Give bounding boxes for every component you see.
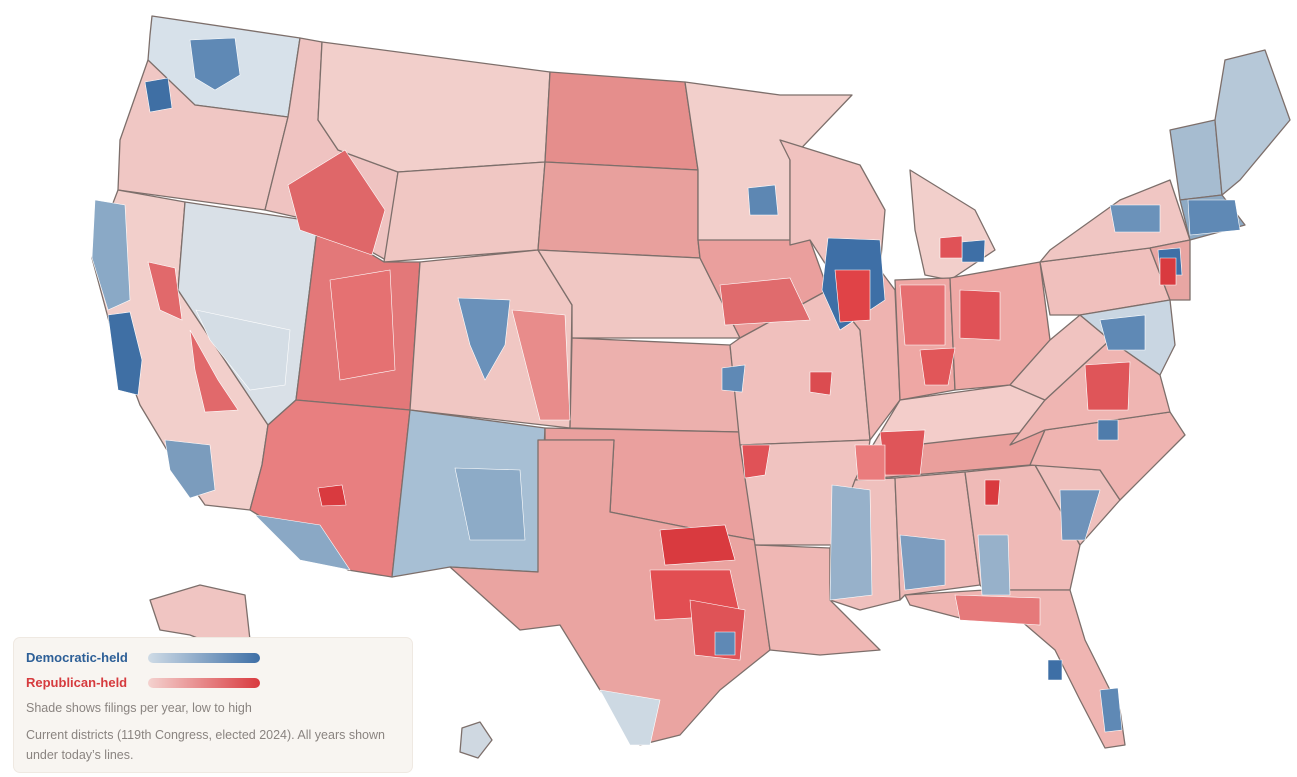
legend-shade-note: Shade shows filings per year, low to hig…: [26, 701, 252, 715]
state-texas[interactable]: [449, 439, 771, 746]
legend-district-note: Current districts (119th Congress, elect…: [26, 728, 385, 762]
district-nevada-north[interactable]: [195, 309, 291, 391]
district-nj-r[interactable]: [1159, 257, 1177, 286]
state-maine[interactable]: [1214, 49, 1291, 196]
district-kc[interactable]: [721, 364, 746, 393]
district-houston-d[interactable]: [714, 631, 736, 656]
district-bay-area[interactable]: [107, 311, 143, 396]
state-alaska[interactable]: [149, 584, 251, 646]
district-nc-south[interactable]: [1059, 489, 1101, 541]
district-dfw[interactable]: [659, 524, 736, 566]
district-atlanta[interactable]: [984, 479, 1001, 506]
district-portland[interactable]: [144, 77, 173, 113]
state-wyoming[interactable]: [383, 161, 546, 263]
district-ca-central-r[interactable]: [147, 261, 183, 321]
state-vermont-new-hampshire[interactable]: [1169, 119, 1223, 201]
district-la-area[interactable]: [164, 439, 216, 499]
district-detroit[interactable]: [961, 239, 986, 263]
district-overlays: [91, 37, 1241, 746]
district-phoenix[interactable]: [317, 484, 347, 507]
district-idaho-east[interactable]: [287, 149, 386, 256]
state-north-dakota[interactable]: [544, 71, 699, 171]
state-south-dakota[interactable]: [537, 161, 701, 259]
district-colorado-east[interactable]: [511, 309, 571, 421]
legend-row-rep: Republican-held: [26, 675, 260, 690]
district-tn-central[interactable]: [879, 429, 926, 476]
state-hawaii[interactable]: [459, 721, 493, 759]
district-seattle[interactable]: [189, 37, 241, 91]
district-ny-upstate-d[interactable]: [1109, 204, 1161, 233]
district-ohio-south[interactable]: [919, 347, 956, 386]
district-ca-coast[interactable]: [91, 199, 131, 311]
district-memphis[interactable]: [854, 444, 886, 481]
states-layer: [91, 15, 1291, 759]
district-virginia-r[interactable]: [1084, 361, 1131, 411]
district-florida-south[interactable]: [1099, 687, 1123, 733]
district-ohio-central[interactable]: [959, 289, 1001, 341]
legend-dem-label: Democratic-held: [26, 650, 128, 665]
district-tampa[interactable]: [1047, 659, 1063, 681]
district-nm-north[interactable]: [454, 467, 526, 541]
legend-rep-gradient: [148, 677, 260, 688]
district-utah-south[interactable]: [329, 269, 396, 381]
legend-rep-label: Republican-held: [26, 675, 128, 690]
district-georgia-d[interactable]: [977, 534, 1011, 596]
state-montana[interactable]: [317, 41, 551, 173]
state-nebraska[interactable]: [537, 249, 741, 339]
district-alabama-d[interactable]: [899, 534, 946, 591]
district-mississippi-d[interactable]: [829, 484, 873, 601]
legend-dem-gradient: [148, 652, 260, 663]
district-ar-nw[interactable]: [741, 444, 771, 479]
district-tucson[interactable]: [254, 514, 351, 571]
legend-panel: Democratic-held Republican-held Shade sh…: [14, 638, 412, 772]
district-denver[interactable]: [457, 297, 511, 381]
district-nova[interactable]: [1099, 314, 1146, 351]
district-stl[interactable]: [809, 371, 833, 396]
district-chicago-r[interactable]: [834, 269, 871, 323]
district-new-england[interactable]: [1187, 199, 1241, 236]
district-ca-east-r[interactable]: [189, 329, 239, 413]
district-iowa-east[interactable]: [719, 277, 811, 326]
district-nc-triangle[interactable]: [1097, 419, 1119, 441]
state-michigan[interactable]: [909, 169, 996, 281]
district-south-tx[interactable]: [599, 689, 661, 746]
district-michigan-r[interactable]: [939, 235, 963, 259]
district-mn-twin-cities[interactable]: [747, 184, 779, 216]
state-kansas[interactable]: [569, 337, 741, 433]
district-florida-west[interactable]: [954, 594, 1041, 626]
district-indiana-r[interactable]: [899, 284, 946, 346]
legend-row-dem: Democratic-held: [26, 650, 260, 665]
